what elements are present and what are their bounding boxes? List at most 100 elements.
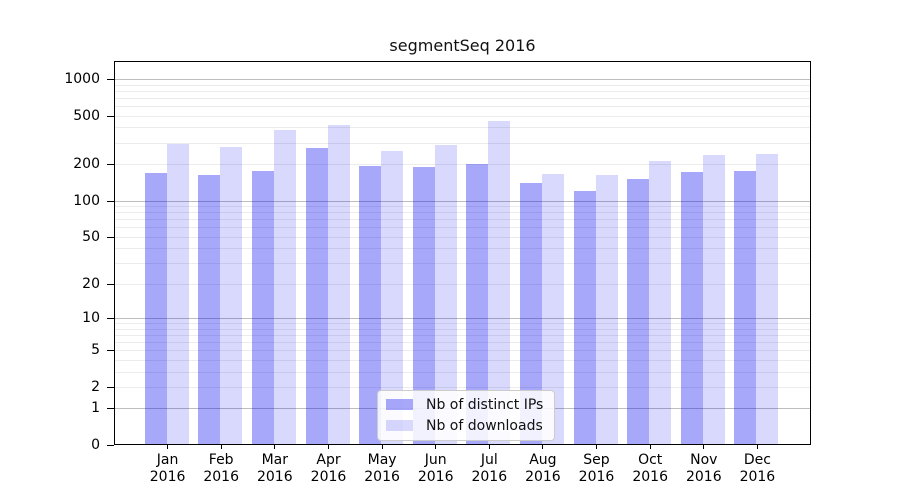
bar-nb-of-distinct-ips-oct-2016	[627, 178, 650, 445]
x-tick-mark-aug-2016	[542, 445, 544, 449]
y-tick-label-1000: 1000	[64, 70, 100, 87]
gridline-minor-900	[114, 84, 811, 86]
y-tick-label-100: 100	[73, 192, 100, 209]
bar-nb-of-distinct-ips-jan-2016	[144, 172, 167, 445]
x-tick-year: 2016	[632, 469, 668, 485]
bar-nb-of-distinct-ips-jul-2016	[466, 164, 489, 445]
gridline-minor-30	[114, 263, 811, 265]
x-tick-month: Mar	[261, 452, 288, 468]
y-tick-label-50: 50	[82, 228, 100, 245]
x-tick-month: Sep	[583, 452, 610, 468]
x-tick-month: Jun	[424, 452, 447, 468]
bar-nb-of-downloads-may-2016	[381, 151, 404, 445]
x-tick-label-nov-2016: Nov 2016	[676, 452, 732, 486]
gridline-minor-400	[114, 127, 811, 129]
x-tick-month: Dec	[743, 452, 771, 468]
gridline-minor-7	[114, 334, 811, 336]
x-tick-year: 2016	[739, 469, 776, 485]
gridline-minor-20	[114, 283, 811, 285]
bar-nb-of-downloads-feb-2016	[220, 146, 243, 445]
x-tick-label-aug-2016: Aug 2016	[515, 452, 571, 486]
bar-nb-of-downloads-aug-2016	[541, 174, 564, 445]
y-tick-mark-1000	[107, 78, 114, 80]
bar-nb-of-downloads-oct-2016	[649, 160, 672, 445]
y-tick-mark-200	[107, 164, 114, 165]
y-tick-label-1: 1	[91, 400, 100, 417]
x-tick-mark-jan-2016	[167, 445, 169, 449]
gridline-minor-3	[114, 371, 811, 373]
x-tick-mark-jul-2016	[488, 445, 490, 449]
gridline-minor-8	[114, 328, 811, 330]
bar-nb-of-distinct-ips-mar-2016	[251, 170, 274, 445]
x-tick-mark-apr-2016	[328, 445, 329, 449]
y-tick-mark-10	[107, 318, 114, 319]
x-tick-label-mar-2016: Mar 2016	[247, 452, 303, 486]
x-tick-year: 2016	[149, 469, 186, 485]
gridline-minor-60	[114, 227, 811, 229]
chart-title: segmentSeq 2016	[389, 36, 536, 55]
gridline-minor-2	[114, 386, 811, 388]
legend-swatch-icon	[386, 399, 413, 410]
x-tick-year: 2016	[310, 469, 347, 485]
legend-item-nb-of-downloads: Nb of downloads	[386, 417, 543, 434]
x-tick-label-sep-2016: Sep 2016	[569, 452, 625, 486]
bar-nb-of-downloads-jun-2016	[434, 145, 457, 445]
plot-area: Nb of distinct IPs Nb of downloads	[114, 61, 811, 445]
legend-label: Nb of distinct IPs	[426, 396, 544, 413]
gridline-minor-4	[114, 359, 811, 361]
x-tick-year: 2016	[203, 469, 239, 485]
y-tick-label-0: 0	[91, 437, 100, 453]
gridline-minor-40	[114, 248, 811, 250]
y-tick-label-20: 20	[82, 275, 100, 292]
x-tick-mark-nov-2016	[703, 445, 705, 449]
x-tick-month: May	[367, 452, 397, 468]
gridline-minor-9	[114, 323, 811, 324]
x-tick-label-jan-2016: Jan 2016	[140, 452, 196, 486]
y-tick-mark-0	[107, 445, 114, 446]
x-tick-month: Apr	[316, 452, 341, 468]
y-axis: 0 1 2 5 10 20 50 100 200 500 1000	[0, 61, 114, 453]
gridline-minor-500	[114, 115, 811, 117]
x-tick-year: 2016	[417, 469, 454, 485]
bar-nb-of-downloads-nov-2016	[702, 154, 725, 445]
x-tick-label-feb-2016: Feb 2016	[193, 452, 249, 486]
x-tick-year: 2016	[256, 469, 293, 485]
gridline-minor-600	[114, 106, 811, 107]
x-tick-year: 2016	[685, 469, 722, 485]
y-tick-mark-50	[107, 236, 114, 238]
gridline-minor-6	[114, 341, 811, 343]
y-tick-label-5: 5	[91, 342, 100, 359]
x-tick-month: Nov	[690, 452, 718, 468]
x-tick-month: Feb	[208, 452, 234, 468]
bar-nb-of-downloads-dec-2016	[756, 154, 779, 445]
gridline-minor-5	[114, 350, 811, 352]
x-tick-label-jul-2016: Jul 2016	[461, 452, 517, 486]
gridline-minor-90	[114, 206, 811, 207]
gridline-minor-50	[114, 236, 811, 238]
y-tick-label-500: 500	[73, 107, 100, 124]
gridline-decade-10	[114, 318, 811, 319]
x-tick-mark-mar-2016	[274, 445, 276, 449]
y-tick-mark-5	[107, 350, 114, 352]
y-tick-label-200: 200	[73, 156, 100, 172]
bar-nb-of-distinct-ips-dec-2016	[734, 171, 757, 445]
x-tick-label-apr-2016: Apr 2016	[301, 452, 357, 486]
y-tick-mark-500	[107, 115, 114, 117]
x-tick-year: 2016	[471, 469, 508, 485]
legend-item-nb-of-distinct-ips: Nb of distinct IPs	[386, 396, 543, 413]
bar-nb-of-downloads-jul-2016	[488, 120, 511, 445]
x-tick-mark-dec-2016	[756, 445, 758, 449]
bar-nb-of-downloads-jan-2016	[166, 143, 189, 445]
x-tick-year: 2016	[525, 469, 561, 485]
gridline-minor-200	[114, 164, 811, 165]
bar-nb-of-downloads-sep-2016	[595, 175, 618, 445]
x-tick-label-jun-2016: Jun 2016	[408, 452, 464, 486]
y-tick-label-2: 2	[91, 378, 100, 395]
x-tick-label-dec-2016: Dec 2016	[729, 452, 785, 486]
gridline-decade-1000	[114, 78, 811, 80]
legend: Nb of distinct IPs Nb of downloads	[377, 390, 556, 441]
x-tick-month: Jan	[156, 452, 179, 468]
x-tick-mark-feb-2016	[220, 445, 222, 449]
gridline-decade-100	[114, 200, 811, 202]
